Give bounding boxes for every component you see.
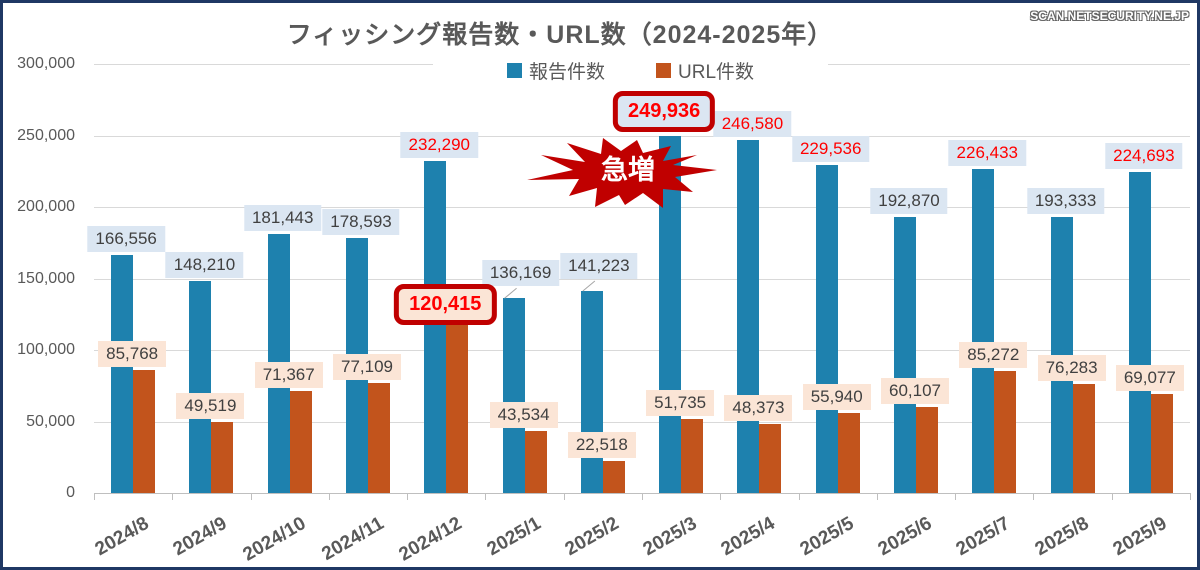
x-axis-tick — [172, 493, 174, 500]
gridline — [94, 135, 1190, 137]
legend-label: 報告件数 — [528, 62, 605, 83]
data-label-highlighted: 120,415 — [394, 283, 497, 325]
x-axis-tick — [94, 493, 95, 500]
report-bar — [424, 160, 447, 493]
data-label: 55,940 — [802, 384, 871, 410]
url-bar — [446, 320, 469, 493]
data-label: 246,580 — [713, 111, 792, 138]
report-bar — [815, 164, 838, 493]
data-label: 166,556 — [87, 225, 165, 252]
data-label: 192,870 — [870, 188, 948, 215]
data-label: 69,077 — [1115, 365, 1184, 392]
y-axis-label: 150,000 — [17, 269, 75, 287]
x-axis-tick — [798, 493, 800, 500]
url-bar — [1072, 383, 1095, 493]
report-bar — [111, 254, 134, 493]
y-axis-label: 200,000 — [17, 198, 75, 215]
gridline — [94, 278, 1190, 280]
y-axis-label: 300,000 — [17, 55, 75, 72]
url-bar — [681, 419, 704, 493]
legend-item: 報告件数 — [506, 57, 605, 84]
data-label: 51,735 — [646, 390, 715, 417]
x-axis-tick — [642, 493, 643, 500]
url-bar — [133, 370, 156, 493]
x-axis-tick — [876, 493, 878, 500]
data-label: 48,373 — [724, 394, 793, 421]
data-label: 85,768 — [98, 341, 167, 368]
data-label: 224,693 — [1105, 142, 1183, 169]
x-axis-tick — [955, 493, 957, 500]
y-axis-label: 250,000 — [17, 126, 75, 144]
legend-swatch — [506, 63, 522, 78]
x-axis-tick — [720, 493, 722, 500]
watermark: SCAN.NETSECURITY.NE.JP — [1030, 9, 1189, 23]
data-label: 49,519 — [176, 393, 245, 420]
data-label: 136,169 — [481, 260, 560, 287]
x-axis-label: 2024/8 — [91, 513, 153, 561]
x-axis-tick — [328, 493, 330, 500]
data-label: 226,433 — [948, 140, 1027, 167]
x-axis-tick — [1033, 493, 1035, 500]
data-label: 232,290 — [400, 131, 479, 158]
data-label: 71,367 — [254, 361, 323, 388]
chart-title: フィッシング報告数・URL数（2024-2025年） — [286, 21, 834, 49]
report-bar — [189, 281, 212, 493]
burst-label: 急増 — [601, 155, 655, 185]
label-leader-line — [504, 287, 517, 299]
data-label: 229,536 — [791, 135, 870, 162]
url-bar — [211, 422, 234, 493]
report-bar — [737, 140, 760, 493]
label-leader-line — [582, 280, 596, 292]
x-axis-tick — [1190, 493, 1191, 500]
y-axis-label: 0 — [66, 484, 75, 501]
data-label: 77,109 — [333, 353, 401, 380]
y-axis-label: 50,000 — [26, 412, 75, 430]
legend-swatch — [656, 63, 671, 78]
data-label: 22,518 — [567, 431, 636, 458]
data-label: 43,534 — [489, 401, 558, 428]
x-axis-tick — [407, 493, 409, 500]
report-bar — [894, 217, 916, 493]
data-label: 60,107 — [881, 378, 949, 405]
data-label: 178,593 — [322, 208, 400, 235]
url-bar — [916, 407, 938, 493]
x-axis-tick — [563, 493, 565, 500]
report-bar — [972, 169, 995, 493]
data-label: 193,333 — [1026, 187, 1105, 214]
data-label: 141,223 — [560, 253, 638, 280]
data-label: 181,443 — [243, 204, 322, 231]
url-bar — [524, 430, 547, 493]
gridline — [94, 350, 1190, 351]
report-bar — [1050, 216, 1073, 493]
url-bar — [289, 390, 312, 493]
data-label: 85,272 — [959, 342, 1028, 369]
url-bar — [368, 382, 390, 493]
legend-item: URL件数 — [656, 57, 754, 84]
x-axis-tick — [485, 493, 487, 500]
data-label: 76,283 — [1037, 354, 1106, 381]
legend: 報告件数 URL件数 — [433, 55, 828, 86]
url-bar — [994, 371, 1017, 493]
x-axis-tick — [1111, 493, 1113, 500]
report-bar — [502, 298, 525, 493]
y-axis-label: 100,000 — [17, 341, 75, 358]
x-axis-tick — [250, 493, 252, 500]
url-bar — [602, 460, 625, 493]
report-bar — [659, 135, 682, 493]
report-bar — [1128, 171, 1151, 493]
report-bar — [580, 291, 603, 493]
data-label: 148,210 — [165, 252, 244, 279]
gridline — [94, 421, 1190, 423]
url-bar — [1150, 394, 1173, 493]
legend-label: URL件数 — [678, 62, 755, 83]
data-label-highlighted: 249,936 — [612, 90, 716, 132]
url-bar — [837, 413, 860, 493]
url-bar — [759, 423, 782, 493]
